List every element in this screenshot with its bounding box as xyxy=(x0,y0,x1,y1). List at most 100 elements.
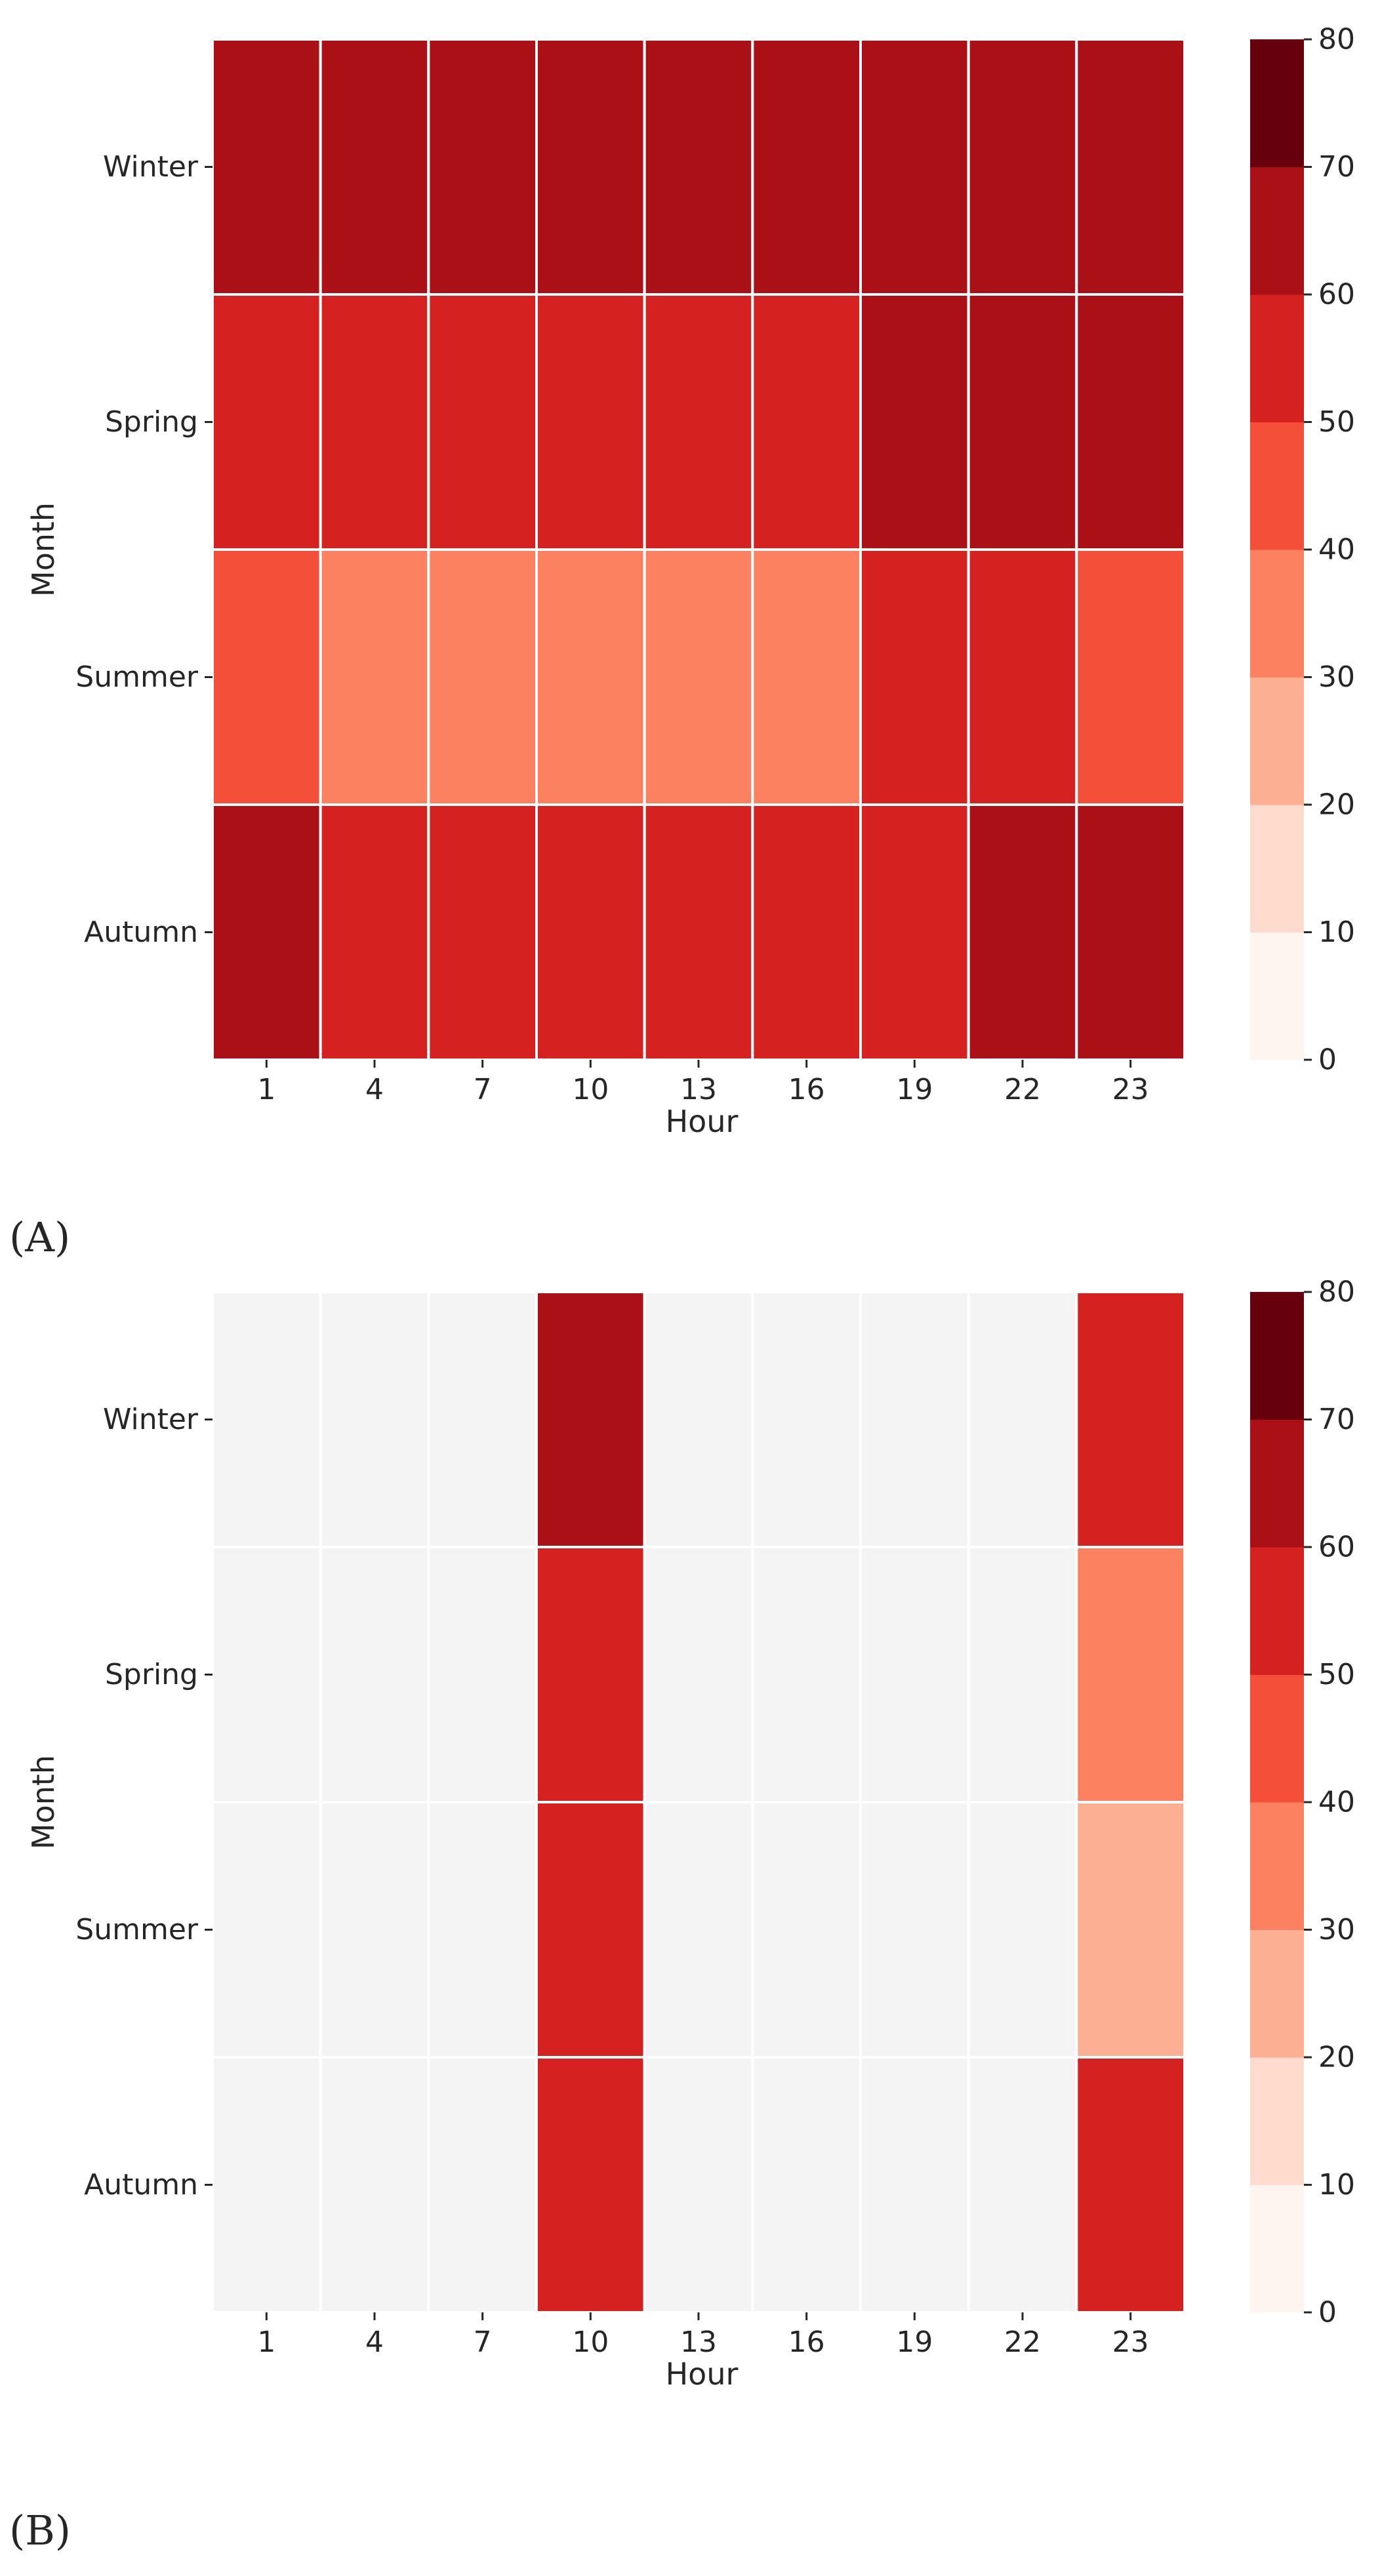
heatmap-a-x-tick-label-10: 10 xyxy=(572,1073,609,1106)
heatmap-b-colorbar-band-0 xyxy=(1250,2184,1304,2313)
heatmap-b-colorbar: 0 10 20 30 40 50 60 70 80 xyxy=(1250,1276,1355,2329)
heatmap-a-cells xyxy=(211,38,1187,1061)
heatmap-a-y-tick-label-summer: Summer xyxy=(75,660,199,694)
heatmap-b-colorbar-band-1 xyxy=(1250,2057,1304,2185)
heatmap-b-colorbar-tick-label-30: 30 xyxy=(1318,1913,1355,1946)
heatmap-b-colorbar-band-2 xyxy=(1250,1929,1304,2058)
heatmap-b-colorbar-tick-label-20: 20 xyxy=(1318,2041,1355,2074)
heatmap-a-colorbar-tick-label-60: 60 xyxy=(1318,278,1355,312)
heatmap-b-cell-spring-7 xyxy=(427,1546,538,1803)
heatmap-b-cell-spring-13 xyxy=(643,1546,754,1803)
heatmap-a-y-tick-label-winter: Winter xyxy=(103,150,199,184)
heatmap-b-cell-spring-22 xyxy=(967,1546,1078,1803)
heatmap-a-colorbar-band-1 xyxy=(1250,805,1304,933)
heatmap-b-cell-autumn-7 xyxy=(427,2056,538,2314)
heatmap-a-cell-winter-22 xyxy=(967,38,1078,296)
heatmap-a-colorbar: 0 10 20 30 40 50 60 70 80 xyxy=(1250,23,1355,1077)
panel-label-a: (A) xyxy=(9,1213,70,1261)
heatmap-a-cell-autumn-22 xyxy=(967,803,1078,1061)
heatmap-a-colorbar-band-2 xyxy=(1250,677,1304,805)
heatmap-b-cells xyxy=(211,1291,1187,2314)
heatmap-b-y-tick-label-summer: Summer xyxy=(75,1913,199,1946)
heatmap-b-y-tick-label-spring: Spring xyxy=(105,1658,198,1691)
heatmap-b-cell-autumn-19 xyxy=(859,2056,970,2314)
heatmap-a-y-tick-label-spring: Spring xyxy=(105,405,198,439)
heatmap-a-cell-summer-16 xyxy=(751,548,862,806)
heatmap-a-x-tick-label-7: 7 xyxy=(474,1073,492,1106)
heatmap-a-cell-autumn-19 xyxy=(859,803,970,1061)
heatmap-a-cell-summer-22 xyxy=(967,548,1078,806)
heatmap-b-y-ticks: Winter Spring Summer Autumn xyxy=(75,1403,213,2202)
heatmap-b-colorbar-band-5 xyxy=(1250,1547,1304,1675)
heatmap-b-x-ticks: 1 4 7 10 13 16 19 22 23 xyxy=(257,2312,1149,2359)
heatmap-a-cell-spring-23 xyxy=(1075,293,1187,551)
heatmap-b-x-tick-label-16: 16 xyxy=(788,2325,825,2359)
heatmap-b-cell-winter-1 xyxy=(211,1291,322,1548)
heatmap-a-colorbar-tick-label-40: 40 xyxy=(1318,533,1355,567)
heatmap-a-cell-spring-1 xyxy=(211,293,322,551)
heatmap-b-y-axis-title: Month xyxy=(26,1755,61,1849)
heatmap-a-cell-autumn-16 xyxy=(751,803,862,1061)
heatmap-a-cell-autumn-13 xyxy=(643,803,754,1061)
heatmap-a-y-axis-title: Month xyxy=(26,502,61,597)
heatmap-b-cell-autumn-23 xyxy=(1075,2056,1187,2314)
heatmap-a-cell-spring-13 xyxy=(643,293,754,551)
heatmap-a-colorbar-band-5 xyxy=(1250,294,1304,422)
heatmap-a-y-tick-label-autumn: Autumn xyxy=(84,916,198,949)
heatmap-a-cell-winter-19 xyxy=(859,38,970,296)
heatmap-b-cell-winter-10 xyxy=(535,1291,646,1548)
heatmap-b-x-tick-label-7: 7 xyxy=(474,2325,492,2359)
heatmap-a-x-tick-label-19: 19 xyxy=(896,1073,933,1106)
heatmap-b-colorbar-tick-label-0: 0 xyxy=(1318,2296,1337,2329)
heatmap-panel-a: Winter Spring Summer Autumn 1 4 7 10 13 16 19 22 23… xyxy=(9,23,1355,1262)
heatmap-a-cell-spring-22 xyxy=(967,293,1078,551)
heatmap-b-cell-winter-16 xyxy=(751,1291,862,1548)
heatmap-a-colorbar-tick-label-80: 80 xyxy=(1318,23,1355,56)
heatmap-a-cell-winter-7 xyxy=(427,38,538,296)
heatmap-a-colorbar-band-4 xyxy=(1250,422,1304,550)
heatmap-a-cell-summer-7 xyxy=(427,548,538,806)
heatmap-a-colorbar-band-6 xyxy=(1250,167,1304,295)
heatmap-b-cell-spring-16 xyxy=(751,1546,862,1803)
heatmap-b-cell-summer-19 xyxy=(859,1801,970,2059)
heatmap-b-x-tick-label-23: 23 xyxy=(1112,2325,1149,2359)
heatmap-b-x-tick-label-10: 10 xyxy=(572,2325,609,2359)
heatmap-b-cell-winter-13 xyxy=(643,1291,754,1548)
heatmap-a-cell-winter-23 xyxy=(1075,38,1187,296)
heatmap-b-x-tick-label-22: 22 xyxy=(1004,2325,1041,2359)
heatmap-a-colorbar-band-0 xyxy=(1250,932,1304,1060)
heatmap-a-x-ticks: 1 4 7 10 13 16 19 22 23 xyxy=(257,1060,1149,1106)
heatmap-a-colorbar-band-3 xyxy=(1250,550,1304,677)
heatmap-a-cell-spring-16 xyxy=(751,293,862,551)
heatmap-b-x-tick-label-1: 1 xyxy=(257,2325,275,2359)
heatmap-b-cell-winter-22 xyxy=(967,1291,1078,1548)
heatmap-a-cell-summer-19 xyxy=(859,548,970,806)
heatmap-b-cell-spring-19 xyxy=(859,1546,970,1803)
heatmap-b-cell-summer-23 xyxy=(1075,1801,1187,2059)
heatmap-a-cell-autumn-23 xyxy=(1075,803,1187,1061)
heatmap-b-y-tick-label-winter: Winter xyxy=(103,1403,199,1436)
heatmap-b-cell-winter-7 xyxy=(427,1291,538,1548)
heatmap-panel-b: Winter Spring Summer Autumn 1 4 7 10 13 16 19 22 23… xyxy=(9,1276,1355,2555)
heatmap-b-x-axis-title: Hour xyxy=(666,2356,739,2392)
heatmap-a-cell-summer-10 xyxy=(535,548,646,806)
heatmap-b-cell-spring-10 xyxy=(535,1546,646,1803)
heatmap-b-cell-summer-13 xyxy=(643,1801,754,2059)
heatmap-b-cell-summer-1 xyxy=(211,1801,322,2059)
heatmap-b-cell-summer-22 xyxy=(967,1801,1078,2059)
panel-label-b: (B) xyxy=(9,2506,71,2554)
heatmap-b-colorbar-tick-label-80: 80 xyxy=(1318,1276,1355,1309)
heatmap-b-colorbar-band-4 xyxy=(1250,1674,1304,1803)
heatmap-a-cell-autumn-1 xyxy=(211,803,322,1061)
heatmap-b-colorbar-band-7 xyxy=(1250,1292,1304,1420)
heatmap-b-cell-autumn-4 xyxy=(319,2056,430,2314)
heatmap-a-colorbar-tick-label-0: 0 xyxy=(1318,1043,1337,1077)
heatmap-a-colorbar-tick-label-20: 20 xyxy=(1318,788,1355,822)
heatmap-b-x-tick-label-19: 19 xyxy=(896,2325,933,2359)
heatmap-b-cell-spring-4 xyxy=(319,1546,430,1803)
heatmap-a-colorbar-tick-label-50: 50 xyxy=(1318,405,1355,439)
heatmap-a-x-tick-label-4: 4 xyxy=(365,1073,384,1106)
heatmap-b-colorbar-tick-label-50: 50 xyxy=(1318,1658,1355,1691)
heatmap-a-cell-autumn-10 xyxy=(535,803,646,1061)
